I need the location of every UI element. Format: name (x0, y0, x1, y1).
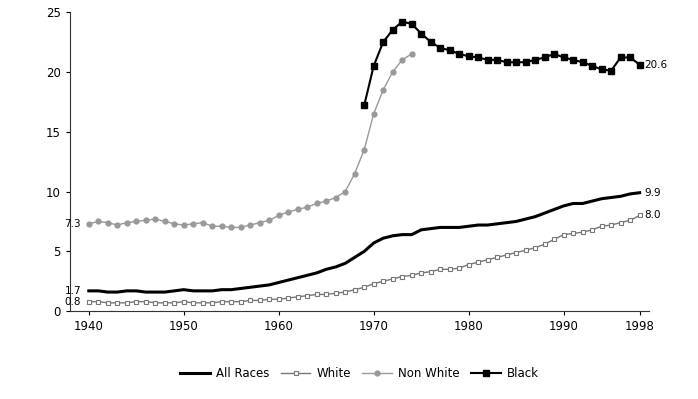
Non White (113, 223, 121, 227)
Black (484, 57, 492, 62)
Black (379, 40, 387, 44)
Non White (303, 205, 311, 209)
Non White (313, 201, 321, 206)
Black (436, 45, 445, 50)
Black (455, 51, 463, 56)
Black (626, 55, 634, 60)
Black (531, 57, 540, 62)
Black (493, 57, 501, 62)
Line: White: White (87, 213, 642, 305)
Black (417, 31, 425, 36)
Non White (237, 225, 245, 230)
All Races (113, 290, 121, 294)
Non White (208, 224, 216, 229)
Non White (170, 221, 179, 226)
Non White (218, 224, 226, 229)
Black (635, 62, 644, 67)
Black (616, 55, 625, 60)
Text: 0.8: 0.8 (65, 296, 81, 307)
Black (503, 60, 511, 65)
Black (426, 40, 435, 44)
Non White (284, 209, 292, 214)
Non White (379, 87, 387, 92)
Black (474, 55, 482, 60)
All Races (151, 290, 159, 294)
Non White (389, 69, 397, 74)
Black (360, 103, 369, 108)
White (635, 213, 644, 218)
Black (540, 55, 549, 60)
Black (408, 22, 416, 26)
All Races (493, 221, 501, 226)
All Races (635, 190, 644, 195)
Black (579, 60, 587, 65)
Non White (151, 217, 159, 221)
Non White (161, 219, 169, 224)
Non White (103, 220, 112, 225)
Non White (398, 57, 406, 62)
Non White (198, 220, 207, 225)
Non White (369, 111, 378, 116)
All Races (179, 287, 188, 292)
Non White (246, 223, 255, 227)
All Races (84, 288, 93, 293)
Non White (341, 189, 350, 194)
Black (445, 48, 454, 53)
Non White (322, 199, 330, 203)
Non White (294, 207, 302, 212)
Legend: All Races, White, Non White, Black: All Races, White, Non White, Black (175, 362, 544, 385)
Non White (132, 219, 140, 224)
Non White (179, 223, 188, 227)
Non White (84, 221, 93, 226)
White (151, 300, 159, 305)
Non White (94, 219, 103, 224)
Non White (274, 213, 283, 218)
Text: 7.3: 7.3 (65, 219, 81, 229)
All Races (379, 236, 387, 241)
Text: 9.9: 9.9 (644, 188, 661, 198)
Black (398, 19, 406, 24)
Black (521, 60, 530, 65)
Line: All Races: All Races (89, 193, 639, 292)
Black (569, 57, 577, 62)
Black (607, 68, 616, 73)
Black (597, 67, 606, 72)
White (84, 299, 93, 304)
Non White (142, 218, 150, 223)
Black (389, 28, 397, 32)
White (493, 255, 501, 260)
Text: 1.7: 1.7 (65, 286, 81, 296)
Text: 8.0: 8.0 (644, 210, 661, 221)
Line: Non White: Non White (87, 51, 414, 230)
Non White (350, 171, 359, 176)
Black (560, 55, 568, 60)
All Races (237, 286, 245, 291)
Text: 20.6: 20.6 (644, 59, 667, 70)
White (103, 300, 112, 305)
White (237, 299, 245, 304)
White (179, 299, 188, 304)
Black (369, 63, 378, 68)
Non White (408, 51, 416, 56)
All Races (103, 290, 112, 294)
Black (464, 54, 473, 59)
Non White (265, 218, 274, 223)
Non White (123, 220, 131, 225)
White (113, 300, 121, 305)
Black (550, 51, 558, 56)
Non White (227, 225, 235, 230)
Non White (255, 220, 264, 225)
Black (512, 60, 521, 65)
Black (588, 63, 596, 68)
White (379, 279, 387, 284)
Non White (332, 195, 340, 200)
Non White (189, 221, 198, 226)
Non White (360, 147, 369, 152)
Line: Black: Black (361, 18, 643, 109)
